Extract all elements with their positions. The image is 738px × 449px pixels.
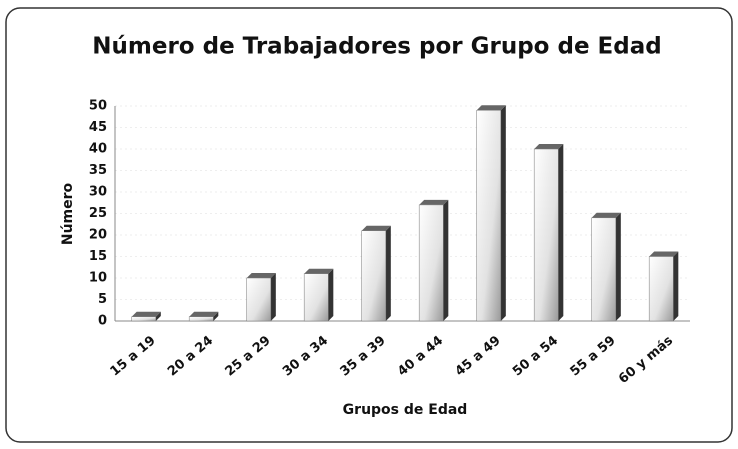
- chart-frame: [5, 7, 733, 443]
- bar-top: [361, 225, 391, 231]
- bar: [648, 256, 674, 322]
- bar: [246, 277, 272, 322]
- y-tick-label: 35: [89, 163, 107, 178]
- y-tick-label: 30: [89, 185, 107, 200]
- bar: [533, 148, 559, 322]
- y-tick-label: 50: [89, 99, 107, 114]
- y-tick-label: 25: [89, 206, 107, 221]
- y-tick-label: 5: [98, 292, 107, 307]
- bar-top: [649, 251, 679, 257]
- bar-top: [131, 311, 161, 317]
- bar-side: [443, 199, 449, 321]
- bar-side: [558, 144, 564, 321]
- bar-side: [328, 268, 334, 321]
- bar: [418, 204, 444, 322]
- bar-top: [591, 212, 621, 218]
- bar: [303, 273, 329, 322]
- y-tick-label: 45: [89, 120, 107, 135]
- bar: [361, 230, 387, 322]
- bar-side: [673, 251, 679, 321]
- bar: [188, 316, 214, 322]
- bar-side: [500, 105, 506, 321]
- bar-side: [270, 273, 276, 321]
- y-axis-label: Número: [60, 182, 76, 245]
- bar-side: [155, 311, 161, 321]
- bar: [591, 217, 617, 322]
- y-tick-label: 15: [89, 249, 107, 264]
- bar-top: [534, 144, 564, 149]
- bar-top: [419, 199, 449, 205]
- y-tick-label: 40: [89, 142, 107, 157]
- y-tick-label: 20: [89, 228, 107, 243]
- bar-top: [476, 105, 506, 111]
- bar-side: [213, 311, 219, 321]
- chart-title: Número de Trabajadores por Grupo de Edad: [92, 34, 661, 60]
- bar-side: [615, 212, 621, 321]
- y-tick-label: 10: [89, 271, 107, 286]
- bar-side: [385, 225, 391, 321]
- y-tick-label: 0: [98, 314, 107, 329]
- bar-top: [189, 311, 219, 317]
- x-axis-label: Grupos de Edad: [343, 402, 468, 418]
- bar-top: [304, 268, 334, 274]
- bar-top: [246, 273, 276, 278]
- bar: [476, 110, 502, 322]
- bar: [131, 316, 157, 322]
